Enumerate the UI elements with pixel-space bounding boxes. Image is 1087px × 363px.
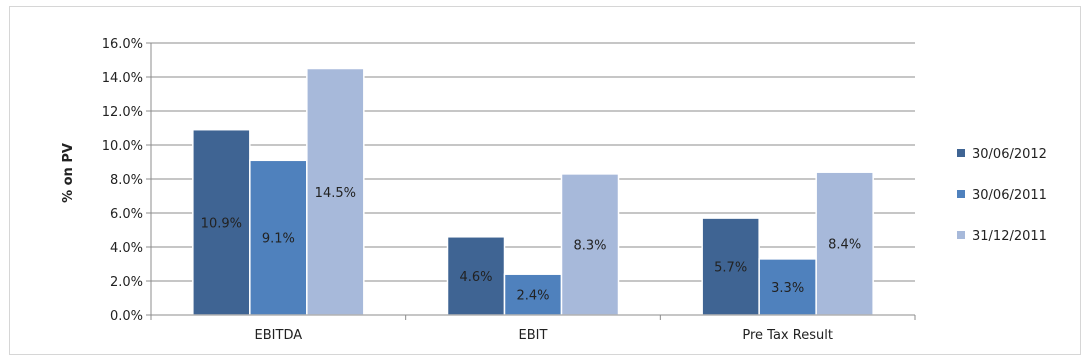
data-label: 2.4% <box>516 289 549 304</box>
y-tick-label: 6.0% <box>110 207 143 222</box>
y-tick-label: 0.0% <box>110 309 143 324</box>
data-label: 10.9% <box>201 216 242 231</box>
data-label: 8.4% <box>828 238 861 253</box>
y-tick-label: 14.0% <box>102 71 143 86</box>
x-category-label: Pre Tax Result <box>742 328 833 343</box>
legend-swatch <box>957 231 965 239</box>
legend: 30/06/2012 30/06/2011 31/12/2011 <box>957 147 1047 244</box>
data-label: 8.3% <box>573 238 606 253</box>
bar <box>701 217 760 316</box>
bar-chart: 0.0% 2.0% 4.0% 6.0% 8.0% 10.0% 12.0% 14.0% 16.0%… <box>61 37 1047 343</box>
legend-label: 30/06/2011 <box>972 188 1047 203</box>
axes <box>146 42 916 320</box>
y-tick-label: 16.0% <box>102 37 143 52</box>
legend-label: 30/06/2012 <box>972 147 1047 162</box>
x-category-label: EBIT <box>519 328 548 343</box>
y-tick-label: 12.0% <box>102 105 143 120</box>
data-label: 5.7% <box>714 261 747 276</box>
bar <box>758 258 817 316</box>
legend-swatch <box>957 149 965 157</box>
y-axis-title: % on PV <box>61 143 76 203</box>
data-label: 14.5% <box>315 186 356 201</box>
data-label: 3.3% <box>771 281 804 296</box>
y-tick-label: 10.0% <box>102 139 143 154</box>
y-tick-label: 8.0% <box>110 173 143 188</box>
labels: 0.0% 2.0% 4.0% 6.0% 8.0% 10.0% 12.0% 14.0% 16.0%… <box>102 37 861 343</box>
bars <box>192 67 874 316</box>
legend-swatch <box>957 190 965 198</box>
data-label: 9.1% <box>262 232 295 247</box>
bar <box>192 128 251 316</box>
y-tick-label: 2.0% <box>110 275 143 290</box>
bar <box>306 67 365 316</box>
y-tick-label: 4.0% <box>110 241 143 256</box>
x-category-label: EBITDA <box>255 328 303 343</box>
legend-label: 31/12/2011 <box>972 229 1047 244</box>
data-label: 4.6% <box>459 270 492 285</box>
bar <box>560 173 620 316</box>
chart-frame: 0.0% 2.0% 4.0% 6.0% 8.0% 10.0% 12.0% 14.0% 16.0%… <box>9 6 1081 355</box>
